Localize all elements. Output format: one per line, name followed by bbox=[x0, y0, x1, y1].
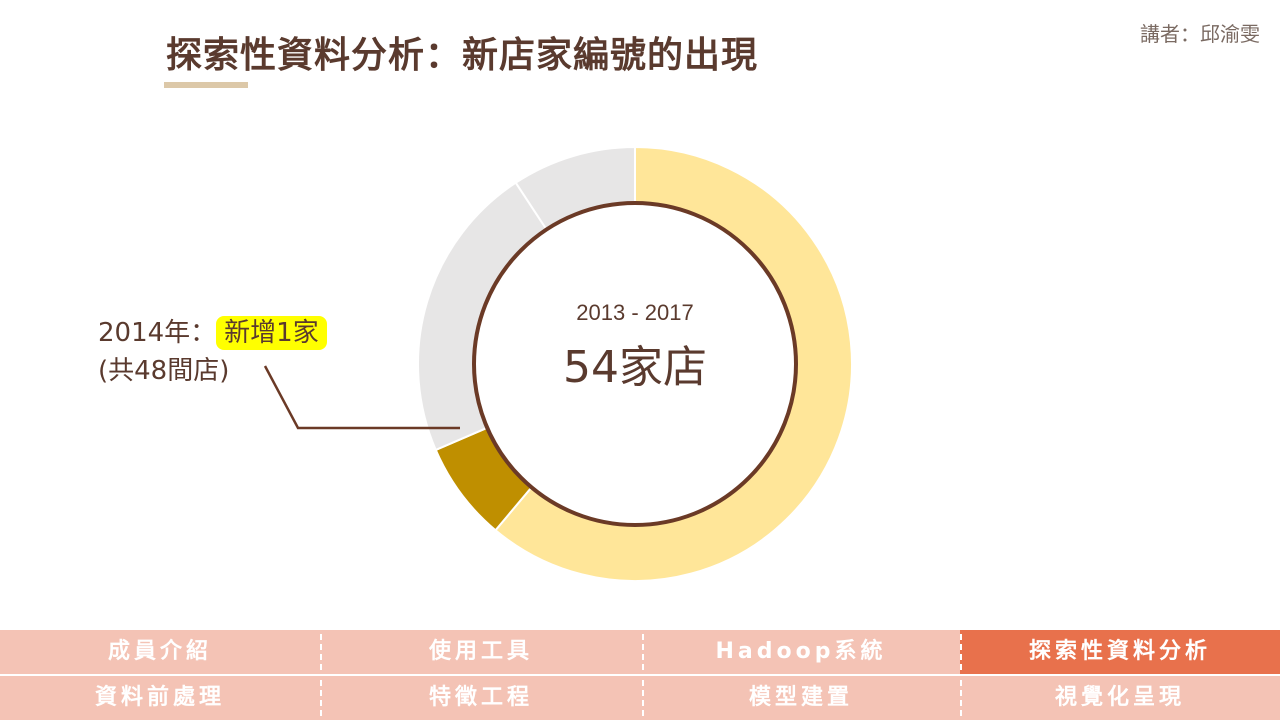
nav-divider bbox=[960, 634, 962, 670]
speaker-label: 講者：邱渝雯 bbox=[1140, 22, 1260, 46]
nav-divider bbox=[642, 634, 644, 670]
callout-highlight: 新增1家 bbox=[216, 316, 327, 350]
nav-divider bbox=[320, 680, 322, 716]
nav-item-modeling[interactable]: 模型建置 bbox=[748, 685, 853, 710]
bottom-navigation: 成員介紹 使用工具 Hadoop系統 探索性資料分析 資料前處理 特徵工程 模型… bbox=[0, 630, 1280, 720]
nav-divider bbox=[960, 680, 962, 716]
nav-item-tools[interactable]: 使用工具 bbox=[428, 639, 533, 664]
donut-chart: 2013 - 2017 54家店 bbox=[263, 145, 853, 582]
nav-item-feature-engineering[interactable]: 特徵工程 bbox=[428, 685, 533, 710]
nav-divider bbox=[642, 680, 644, 716]
callout-annotation: 2014年： 新增1家 (共48間店) bbox=[98, 314, 327, 390]
nav-row-separator bbox=[0, 674, 1280, 676]
nav-divider bbox=[320, 634, 322, 670]
nav-item-visualization[interactable]: 視覺化呈現 bbox=[1054, 685, 1185, 710]
callout-total: (共48間店) bbox=[98, 356, 230, 386]
center-label-large: 54家店 bbox=[563, 342, 707, 393]
callout-leader-line bbox=[263, 365, 460, 430]
nav-item-members[interactable]: 成員介紹 bbox=[107, 639, 212, 664]
title-underline bbox=[164, 82, 248, 88]
page-title: 探索性資料分析：新店家編號的出現 bbox=[166, 35, 759, 76]
nav-item-preprocessing[interactable]: 資料前處理 bbox=[94, 685, 225, 710]
nav-item-eda[interactable]: 探索性資料分析 bbox=[960, 630, 1280, 674]
donut-hole bbox=[472, 201, 798, 527]
callout-year: 2014年： bbox=[98, 318, 217, 348]
nav-item-hadoop[interactable]: Hadoop系統 bbox=[715, 639, 887, 664]
center-label-small: 2013 - 2017 bbox=[576, 300, 693, 325]
